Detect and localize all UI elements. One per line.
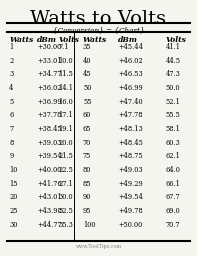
Text: 17.1: 17.1	[59, 111, 73, 119]
Text: www.ToolTips.com: www.ToolTips.com	[75, 244, 122, 250]
Text: 11.5: 11.5	[59, 70, 73, 78]
Text: 30.0: 30.0	[59, 193, 73, 201]
Text: +43.01: +43.01	[37, 193, 62, 201]
Text: dBm: dBm	[37, 36, 57, 44]
Text: 4: 4	[9, 84, 14, 92]
Text: 66.1: 66.1	[165, 180, 180, 188]
Text: 90: 90	[83, 193, 91, 201]
Text: 50: 50	[83, 84, 91, 92]
Text: 7.1: 7.1	[59, 43, 69, 51]
Text: 32.5: 32.5	[59, 207, 73, 215]
Text: 60.3: 60.3	[165, 139, 180, 147]
Text: +48.75: +48.75	[118, 152, 143, 160]
Text: +47.40: +47.40	[118, 98, 143, 106]
Text: 55.5: 55.5	[165, 111, 180, 119]
Text: 69.0: 69.0	[165, 207, 180, 215]
Text: +38.45: +38.45	[37, 125, 62, 133]
Text: 16.0: 16.0	[59, 98, 73, 106]
Text: 10.0: 10.0	[59, 57, 73, 65]
Text: {Conversion} = {Chart}: {Conversion} = {Chart}	[53, 27, 144, 35]
Text: 67.7: 67.7	[165, 193, 180, 201]
Text: 50.0: 50.0	[165, 84, 180, 92]
Text: 3: 3	[9, 70, 13, 78]
Text: 62.1: 62.1	[165, 152, 180, 160]
Text: 6: 6	[9, 111, 13, 119]
Text: 65: 65	[83, 125, 91, 133]
Text: 45: 45	[83, 70, 92, 78]
Text: 1: 1	[9, 43, 13, 51]
Text: +49.29: +49.29	[118, 180, 143, 188]
Text: +41.76: +41.76	[37, 180, 62, 188]
Text: +46.53: +46.53	[118, 70, 143, 78]
Text: 19.1: 19.1	[59, 125, 73, 133]
Text: 75: 75	[83, 152, 91, 160]
Text: +43.98: +43.98	[37, 207, 62, 215]
Text: 70.7: 70.7	[165, 221, 180, 229]
Text: +30.00: +30.00	[37, 43, 62, 51]
Text: 40: 40	[83, 57, 91, 65]
Text: +40.00: +40.00	[37, 166, 62, 174]
Text: +44.77: +44.77	[37, 221, 62, 229]
Text: 35.3: 35.3	[59, 221, 73, 229]
Text: +37.78: +37.78	[37, 111, 62, 119]
Text: 2: 2	[9, 57, 13, 65]
Text: +46.02: +46.02	[118, 57, 143, 65]
Text: 20.0: 20.0	[59, 139, 73, 147]
Text: +49.54: +49.54	[118, 193, 143, 201]
Text: Watts: Watts	[83, 36, 107, 44]
Text: dBm: dBm	[118, 36, 138, 44]
Text: 9: 9	[9, 152, 13, 160]
Text: Volts: Volts	[165, 36, 186, 44]
Text: 22.5: 22.5	[59, 166, 73, 174]
Text: 21.5: 21.5	[59, 152, 73, 160]
Text: 27.1: 27.1	[59, 180, 73, 188]
Text: 58.1: 58.1	[165, 125, 180, 133]
Text: 25: 25	[9, 207, 18, 215]
Text: 35: 35	[83, 43, 91, 51]
Text: 95: 95	[83, 207, 91, 215]
Text: +33.01: +33.01	[37, 57, 62, 65]
Text: 85: 85	[83, 180, 91, 188]
Text: 100: 100	[83, 221, 96, 229]
Text: +39.54: +39.54	[37, 152, 62, 160]
Text: 15: 15	[9, 180, 18, 188]
Text: +48.13: +48.13	[118, 125, 143, 133]
Text: Watts to Volts: Watts to Volts	[31, 10, 166, 28]
Text: +36.99: +36.99	[37, 98, 62, 106]
Text: +50.00: +50.00	[118, 221, 142, 229]
Text: +46.99: +46.99	[118, 84, 143, 92]
Text: 60: 60	[83, 111, 91, 119]
Text: +48.45: +48.45	[118, 139, 143, 147]
Text: 14.1: 14.1	[59, 84, 74, 92]
Text: 64.0: 64.0	[165, 166, 180, 174]
Text: Watts: Watts	[9, 36, 33, 44]
Text: 80: 80	[83, 166, 91, 174]
Text: +34.77: +34.77	[37, 70, 62, 78]
Text: 5: 5	[9, 98, 13, 106]
Text: +49.78: +49.78	[118, 207, 143, 215]
Text: Volts: Volts	[59, 36, 80, 44]
Text: 55: 55	[83, 98, 91, 106]
Text: +39.03: +39.03	[37, 139, 62, 147]
Text: 7: 7	[9, 125, 13, 133]
Text: 70: 70	[83, 139, 91, 147]
Text: 44.5: 44.5	[165, 57, 181, 65]
Text: 52.1: 52.1	[165, 98, 180, 106]
Text: +36.02: +36.02	[37, 84, 62, 92]
Text: +49.03: +49.03	[118, 166, 143, 174]
Text: 30: 30	[9, 221, 18, 229]
Text: 47.3: 47.3	[165, 70, 180, 78]
Text: 8: 8	[9, 139, 13, 147]
Text: 41.1: 41.1	[165, 43, 180, 51]
Text: 20: 20	[9, 193, 18, 201]
Text: 10: 10	[9, 166, 18, 174]
Text: +47.78: +47.78	[118, 111, 142, 119]
Text: +45.44: +45.44	[118, 43, 143, 51]
